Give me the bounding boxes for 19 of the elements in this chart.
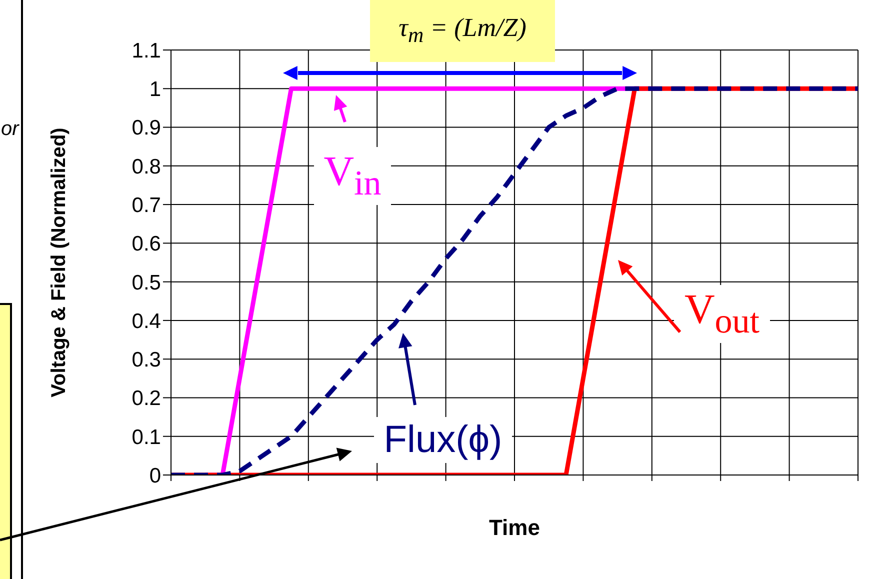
y-tick-label: 0 (149, 464, 161, 488)
y-tick-label: 0.6 (132, 232, 161, 256)
y-tick-label: 0.8 (132, 155, 161, 178)
x-axis-title: Time (489, 515, 540, 540)
legend-label: V$_{out}$ (674, 285, 770, 343)
y-tick-label: 0.2 (132, 387, 161, 410)
y-tick-label: 0.1 (132, 426, 161, 449)
y-axis-title: Voltage & Field (Normalized) (48, 128, 70, 398)
y-tick-label: 1 (149, 78, 161, 102)
y-tick-label: 0.4 (132, 310, 162, 333)
y-tick-label: 1.1 (132, 39, 161, 62)
text: τ$_{m}$ = (Lm/Z) (398, 13, 526, 49)
y-tick-label: 0.9 (132, 116, 161, 140)
series-label: Flux(ϕ) (374, 417, 512, 463)
y-tick-label: 0.7 (132, 194, 161, 217)
text: or (1, 118, 19, 140)
y-tick-label: 0.5 (132, 271, 161, 294)
y-tick-label: 0.3 (132, 348, 161, 372)
series-label: V$_{in}$ (314, 147, 392, 205)
